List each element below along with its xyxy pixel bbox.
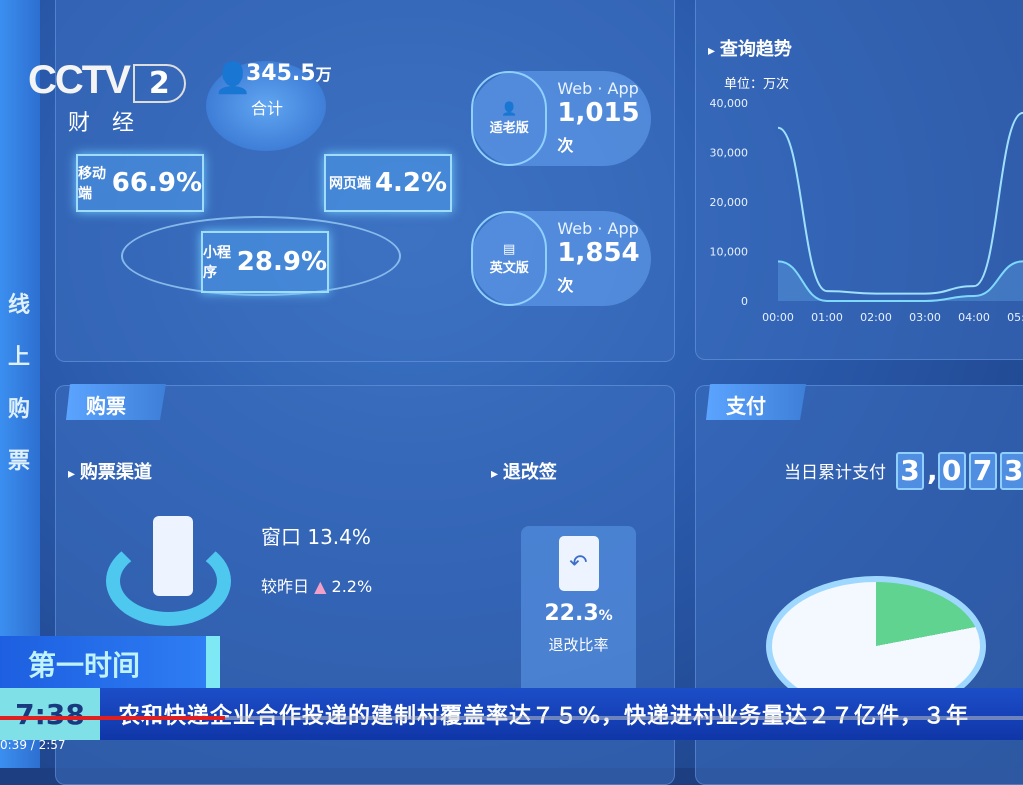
window-label: 窗口 <box>261 525 301 549</box>
refund-icon: ↶ <box>558 536 599 591</box>
trend-panel: 查询趋势 单位：万次 0 10,000 20,000 30,000 40,000 00:0… <box>695 0 1023 360</box>
query-trend-chart: 0 10,000 20,000 30,000 40,000 00:00 01:00 02:00… <box>710 97 1023 324</box>
series-line <box>777 111 1023 295</box>
arrow-up-icon: ▲ <box>314 577 327 596</box>
ticket-title: 购票 <box>66 384 166 420</box>
elderly-version: 👤 适老版 Web · App 1,015次 <box>471 71 651 166</box>
program-label: 第一时间 <box>0 636 220 688</box>
y-tick-label: 30,000 <box>710 147 749 160</box>
y-tick-label: 10,000 <box>710 246 749 259</box>
total-unit: 万 <box>315 65 332 84</box>
window-value: 13.4% <box>307 525 371 549</box>
query-panel: 👤 345.5万 合计 移动端 66.9% 网页端 4.2% 小程序 28.9% 👤 适… <box>55 0 675 362</box>
compare-value: 2.2% <box>331 577 373 596</box>
user-icon: 👤 <box>214 61 252 96</box>
sidebar-label: 线上购票 <box>7 293 30 474</box>
x-tick-label: 04:00 <box>958 311 990 324</box>
y-tick-label: 20,000 <box>710 196 749 209</box>
clock: 7:38 <box>0 688 100 740</box>
trend-subtitle: 查询趋势 <box>708 35 792 61</box>
x-tick-label: 00:00 <box>762 311 794 324</box>
ring <box>121 216 401 296</box>
channel-mobile: 移动端 66.9% <box>76 154 204 212</box>
ticker-text: 农和快递企业合作投递的建制村覆盖率达７５%，快递进村业务量达２７亿件，３年 <box>100 698 969 730</box>
payment-total-label: 当日累计支付 <box>784 463 886 483</box>
y-tick-label: 40,000 <box>710 97 749 110</box>
refund-card: ↶ 22.3% 退改比率 <box>521 526 636 696</box>
total-label: 合计 <box>251 99 284 118</box>
english-version: ▤ 英文版 Web · App 1,854次 <box>471 211 651 306</box>
video-progress-bar[interactable] <box>0 716 1023 720</box>
series-area <box>778 261 1023 301</box>
channel-logo: CCTV 2 财经 <box>28 58 186 137</box>
hologram-base <box>206 61 326 151</box>
total-value: 345.5 <box>246 61 316 86</box>
channel-web: 网页端 4.2% <box>324 154 452 212</box>
x-tick-label: 05:00 <box>1007 311 1023 324</box>
unit-label: 单位：万次 <box>724 77 790 92</box>
channel-subtitle: 购票渠道 <box>68 458 152 484</box>
news-ticker: 7:38 农和快递企业合作投递的建制村覆盖率达７５%，快递进村业务量达２７亿件，… <box>0 688 1023 740</box>
elderly-icon: 👤 <box>501 101 518 117</box>
video-time: 0:39 / 2:57 <box>0 738 66 752</box>
x-tick-label: 01:00 <box>811 311 843 324</box>
refund-subtitle: 退改签 <box>491 458 557 484</box>
compare-label: 较昨日 <box>261 577 310 596</box>
y-tick-label: 0 <box>741 295 748 308</box>
document-icon: ▤ <box>503 241 516 257</box>
series-line <box>777 260 1023 302</box>
x-tick-label: 03:00 <box>909 311 941 324</box>
x-tick-label: 02:00 <box>860 311 892 324</box>
ticket-machine-icon <box>153 516 193 596</box>
progress-fill <box>0 716 226 720</box>
payment-title: 支付 <box>706 384 806 420</box>
channel-miniprogram: 小程序 28.9% <box>201 231 329 293</box>
